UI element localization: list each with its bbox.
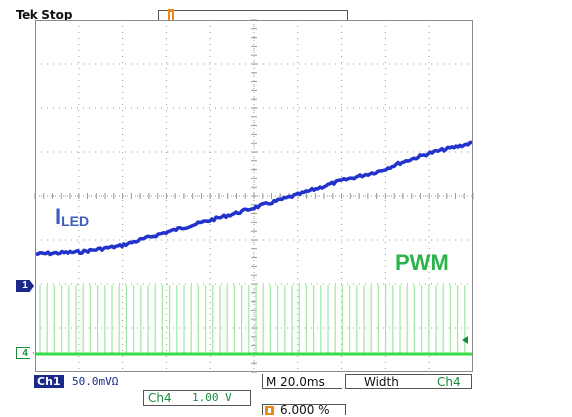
pwm-label: PWM: [395, 250, 449, 275]
acquisition-state: Stop: [41, 8, 73, 22]
trigger-point-icon: [265, 406, 274, 415]
ch1-ground-arrow-icon[interactable]: 1: [16, 280, 34, 292]
brand-label: Tek: [16, 8, 38, 22]
ch4-name: Ch4: [148, 391, 172, 405]
status-bar: Tek Stop: [16, 8, 72, 24]
timebase-readout: M 20.0ms: [266, 375, 325, 389]
iled-waveform: [35, 140, 472, 257]
ch1-scale-readout: 50.0mVΩ: [72, 375, 119, 388]
trigger-position-box: [262, 404, 346, 415]
trigger-position-icon: [168, 9, 174, 23]
iled-label: ILED: [55, 204, 90, 229]
trigger-position-readout: 6.000 %: [280, 403, 330, 417]
trigger-level-arrow-icon: [462, 336, 468, 344]
measurement-box: [345, 374, 472, 389]
timebase-box: [262, 374, 342, 389]
ch1-badge[interactable]: Ch1: [34, 375, 64, 388]
ch4-scale-readout: 1.00 V: [192, 391, 232, 404]
ch4-scale-box: [143, 390, 251, 406]
measurement-name: Width: [364, 375, 399, 389]
ch4-ground-arrow-icon[interactable]: 4: [16, 347, 34, 359]
measurement-source: Ch4: [437, 375, 461, 389]
pwm-waveform: [36, 285, 472, 356]
